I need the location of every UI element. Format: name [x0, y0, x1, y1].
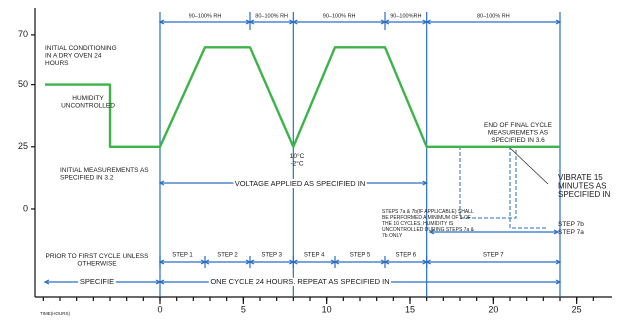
step7-arrow-head [428, 229, 435, 235]
x-tick-label: 25 [572, 304, 582, 314]
annotation: ONE CYCLE 24 HOURS. REPEAT AS SPECIFIED … [210, 277, 389, 286]
annotation-line: UNCONTROLLED DURING STEPS 7a & [382, 227, 475, 233]
annotation-line: HUMIDITY [72, 95, 104, 102]
y-tick-label: 25 [18, 141, 28, 151]
annotation: STEPS 7a & 7b(IF APPLICABLE) SHALL BE PER… [382, 209, 475, 239]
annotation-line: OTHERWISE [77, 260, 117, 267]
annotation: 10°C -2°C [290, 152, 305, 168]
step-label: STEP 6 [396, 253, 417, 259]
annotation-line: STEP 7b [558, 221, 584, 228]
rh-band-label: 90–100%RH [390, 13, 421, 19]
step-label: STEP 5 [350, 253, 371, 259]
x-tick-label: 10 [322, 304, 332, 314]
prior-arrow-head [155, 279, 162, 285]
annotation-line: STEP 7a [558, 229, 584, 236]
annotation: STEP 7b [558, 221, 584, 228]
x-tick-label: 5 [241, 304, 246, 314]
annotation-line: HOURS [45, 60, 69, 67]
step-label: STEP 1 [172, 253, 193, 259]
annotation-line: END OF FINAL CYCLE [484, 122, 553, 129]
annotation-line: THE 10 CYCLES. HUMIDITY IS [382, 221, 454, 227]
annotation-line: SPECIFIED IN 3.2 [60, 174, 114, 181]
step-7a-outline [459, 146, 517, 219]
annotation-line: IN A DRY OVEN 24 [45, 52, 102, 59]
annotation-line: MINUTES AS [558, 182, 606, 191]
rh-arrow-head [248, 19, 255, 25]
y-tick-label: 50 [18, 79, 28, 89]
annotation-line: INITIAL CONDITIONING [45, 45, 117, 52]
rh-band-label: 90–100% RH [323, 13, 356, 19]
annotation: INITIAL CONDITIONING IN A DRY OVEN 24 HOUR… [45, 45, 117, 67]
annotation: PRIOR TO FIRST CYCLE UNLESS OTHERWISE [46, 253, 150, 268]
annotation-line: VIBRATE 15 [558, 173, 603, 182]
vibrate-pointer [509, 147, 549, 185]
step-arrow-head [555, 259, 562, 265]
annotation-line: VOLTAGE APPLIED AS SPECIFIED IN [235, 179, 366, 188]
annotation: VIBRATE 15 MINUTES AS SPECIFIED IN [558, 173, 611, 199]
y-tick-label: 0 [23, 203, 28, 213]
annotation: STEP 7a [558, 229, 584, 236]
voltage-arrow-head [422, 180, 429, 186]
x-tick-label: 0 [157, 304, 162, 314]
step-7b-outline [509, 146, 548, 229]
annotation-line: SPECIFIE [80, 277, 114, 286]
temperature-line [45, 46, 560, 148]
annotation-line: MEASUREMETS AS [488, 129, 549, 136]
annotation-line: 7b ONLY [382, 233, 403, 239]
annotation: END OF FINAL CYCLE MEASUREMETS AS SPECIFIE… [484, 122, 553, 144]
annotation: SPECIFIE [80, 277, 114, 286]
rh-band-label: 90–100% RH [189, 13, 222, 19]
annotation-line: -2°C [290, 159, 303, 167]
x-axis-label: TIME(HOURS) [40, 311, 70, 316]
annotation-line: UNCONTROLLED [61, 102, 115, 109]
annotation-line: SPECIFIED IN 3.6 [491, 137, 545, 144]
annotation-line: BE PERFORMED A MINIMUM OF 5 OF [382, 215, 471, 221]
step-label: STEP 2 [217, 253, 238, 259]
annotation-line: SPECIFIED IN [558, 190, 611, 199]
y-tick-label: 70 [18, 29, 28, 39]
rh-arrow-head [425, 19, 431, 25]
rh-arrow-head [158, 19, 165, 25]
step-label: STEP 7 [483, 253, 504, 259]
rh-arrow-head [555, 19, 562, 25]
x-tick-label: 20 [488, 304, 498, 314]
rh-band-label: 80–100% RH [255, 13, 288, 19]
annotation-line: STEPS 7a & 7b(IF APPLICABLE) SHALL [382, 209, 474, 215]
rh-arrow-head [291, 19, 298, 25]
step-label: STEP 3 [261, 253, 282, 259]
annotation: HUMIDITY UNCONTROLLED [61, 95, 115, 110]
annotation: VOLTAGE APPLIED AS SPECIFIED IN [235, 179, 366, 188]
rh-band-label: 80–100% RH [477, 13, 510, 19]
step7-arrow-head [553, 229, 560, 235]
annotation: INITIAL MEASUREMENTS AS SPECIFIED IN 3.2 [60, 167, 149, 182]
x-tick-label: 15 [405, 304, 415, 314]
annotation-line: INITIAL MEASUREMENTS AS [60, 167, 149, 174]
annotation-line: PRIOR TO FIRST CYCLE UNLESS [46, 253, 150, 260]
annotation-line: 10°C [290, 152, 305, 160]
step-label: STEP 4 [304, 253, 325, 259]
prior-arrow-head [43, 279, 50, 285]
annotation-line: ONE CYCLE 24 HOURS. REPEAT AS SPECIFIED … [210, 277, 389, 286]
voltage-arrow-head [158, 180, 165, 186]
rh-arrow-head [383, 19, 390, 25]
cycle-arrow-head [555, 279, 562, 285]
